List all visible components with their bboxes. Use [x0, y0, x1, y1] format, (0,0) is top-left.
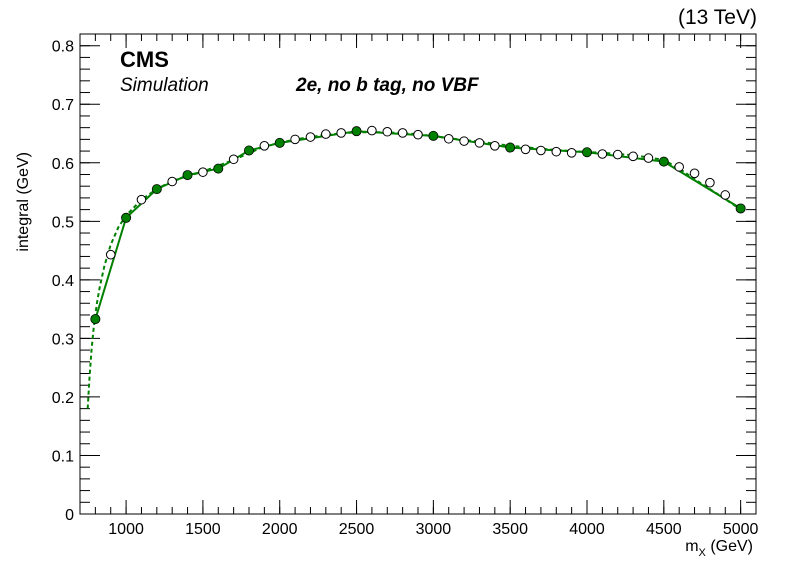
open-marker	[551, 146, 562, 157]
open-marker	[167, 176, 177, 187]
energy-label: (13 TeV)	[678, 6, 757, 29]
x-tick-label: 1500	[185, 521, 221, 538]
open-marker	[382, 126, 393, 137]
open-marker	[689, 168, 700, 179]
y-tick-labels: 0 0.1 0.2 0.3 0.4 0.5 0.6 0.7 0.8	[52, 39, 74, 524]
solid-fit-line	[94, 130, 742, 320]
cms-label: CMS	[120, 47, 169, 72]
y-tick-label: 0	[65, 507, 74, 524]
open-marker	[643, 153, 654, 163]
axis-ticks	[79, 33, 757, 515]
filled-marker	[351, 126, 362, 137]
x-axis-title: mX (GeV)	[685, 538, 753, 559]
open-marker	[490, 141, 500, 151]
x-axis-title-sub: X	[699, 547, 707, 559]
open-marker	[105, 249, 116, 260]
y-tick-label: 0.4	[52, 273, 74, 290]
x-tick-label: 2500	[339, 521, 375, 538]
filled-marker	[121, 212, 132, 223]
x-axis-title-main: m	[685, 538, 698, 555]
filled-marker	[213, 163, 224, 174]
x-tick-label: 2000	[262, 521, 298, 538]
open-marker	[705, 177, 715, 188]
open-marker	[228, 154, 239, 165]
y-axis-title: integral (GeV)	[15, 152, 32, 252]
open-marker	[566, 148, 577, 158]
open-marker	[305, 132, 316, 142]
filled-marker	[505, 142, 516, 153]
y-tick-label: 0.3	[52, 331, 74, 348]
y-tick-label: 0.5	[52, 214, 74, 231]
open-marker	[321, 129, 331, 139]
open-marker	[397, 128, 408, 138]
open-marker	[336, 128, 346, 138]
x-tick-label: 4500	[646, 521, 682, 538]
filled-marker	[274, 137, 285, 148]
open-marker	[674, 162, 684, 172]
y-tick-label: 0.7	[52, 97, 74, 114]
chart-marks	[86, 125, 746, 409]
y-tick-label: 0.1	[52, 448, 74, 465]
category-label: 2e, no b tag, no VBF	[295, 75, 480, 96]
x-tick-label: 3500	[492, 521, 528, 538]
open-marker	[474, 138, 485, 148]
open-marker	[612, 149, 623, 160]
open-marker	[290, 134, 300, 145]
open-marker	[628, 151, 638, 162]
filled-marker	[90, 314, 101, 325]
x-tick-label: 3000	[416, 521, 452, 538]
open-marker	[520, 144, 531, 155]
y-tick-label: 0.8	[52, 39, 74, 56]
x-axis-title-unit: (GeV)	[706, 538, 753, 555]
y-tick-label: 0.6	[52, 156, 74, 173]
open-marker	[720, 190, 731, 200]
filled-marker	[428, 130, 439, 141]
filled-marker	[735, 203, 746, 214]
open-marker	[136, 194, 147, 205]
open-marker	[443, 133, 454, 144]
filled-marker	[243, 145, 254, 156]
x-tick-label: 4000	[569, 521, 605, 538]
open-marker	[198, 167, 208, 177]
plot-frame	[79, 33, 757, 515]
open-marker	[367, 125, 377, 136]
filled-marker	[151, 184, 162, 195]
open-marker	[259, 141, 270, 151]
simulation-label: Simulation	[120, 75, 209, 96]
y-tick-label: 0.2	[52, 390, 74, 407]
x-tick-label: 5000	[723, 521, 759, 538]
x-tick-label: 1000	[108, 521, 144, 538]
x-tick-labels: 1000 1500 2000 2500 3000 3500 4000 4500 5000	[108, 521, 758, 538]
open-marker	[413, 129, 423, 140]
filled-marker	[182, 170, 193, 181]
filled-marker	[582, 147, 593, 158]
open-marker	[536, 145, 546, 156]
filled-marker	[658, 156, 669, 167]
open-marker	[597, 149, 608, 159]
open-marker	[459, 136, 469, 146]
